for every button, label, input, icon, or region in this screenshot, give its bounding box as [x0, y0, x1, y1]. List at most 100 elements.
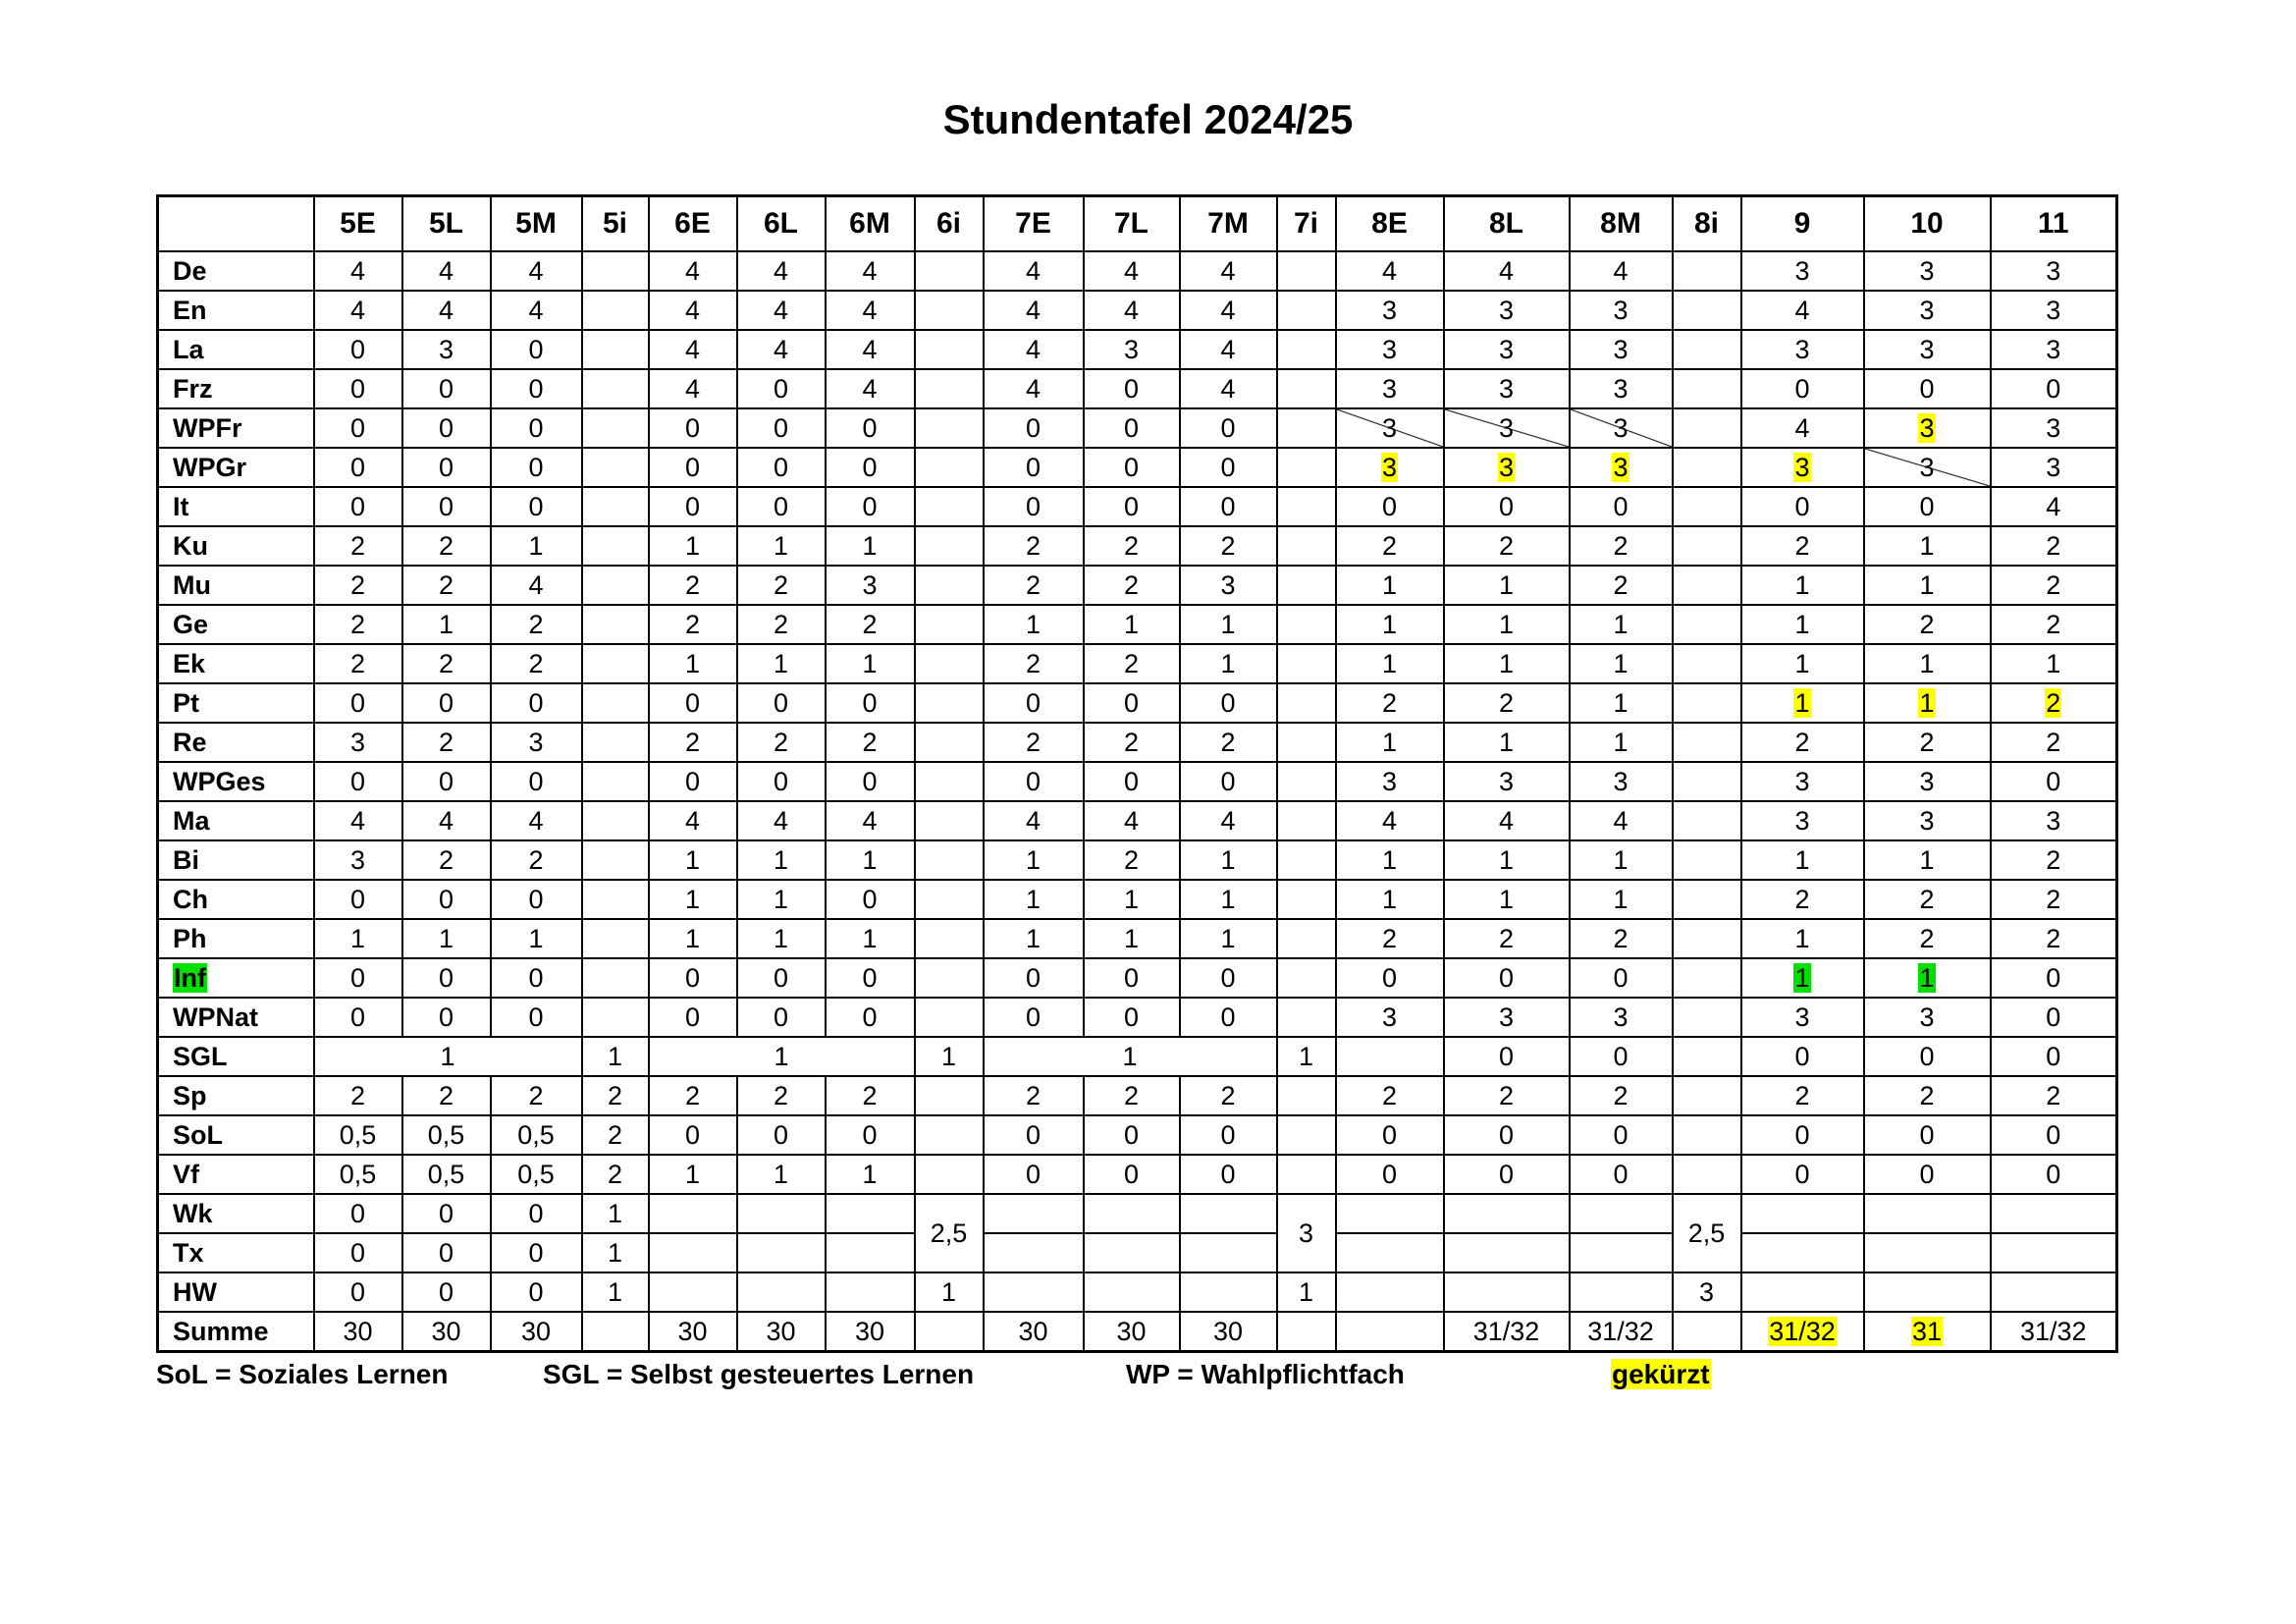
cell-value: 3 — [1612, 452, 1629, 482]
cell: 2 — [735, 722, 827, 763]
cell-value: 30 — [766, 1316, 796, 1346]
cell: 2 — [580, 1114, 650, 1156]
cell-value: 2 — [607, 1159, 623, 1189]
cell-value: 0 — [1220, 1159, 1236, 1189]
cell-value: 3 — [1918, 412, 1936, 443]
cell: 0 — [735, 957, 827, 999]
cell-value: 30 — [1116, 1316, 1147, 1346]
cell: 4 — [1442, 800, 1571, 841]
cell: 0 — [489, 879, 583, 920]
cell: 3 — [1442, 329, 1571, 370]
cell: 4 — [824, 329, 916, 370]
cell: 1 — [824, 839, 916, 881]
row-label-text: WPFr — [173, 412, 242, 443]
cell-value: 2 — [2046, 884, 2061, 914]
cell: 0 — [824, 997, 916, 1038]
table-row: WPFr 0 0 0 0 0 0 0 0 0 3 3 3 4 3 3 — [156, 407, 2118, 449]
cell: 4 — [1178, 368, 1278, 409]
cell: 2 — [1989, 604, 2118, 645]
cell-value: 0 — [684, 962, 701, 993]
cell-value: 0 — [684, 766, 701, 796]
cell — [580, 604, 650, 645]
cell: 4 — [735, 290, 827, 331]
cell-value: 2 — [1025, 648, 1041, 678]
cell — [1671, 839, 1742, 881]
cell-value: 0 — [528, 1198, 544, 1228]
cell: 1 — [1442, 722, 1571, 763]
cell: 0 — [1568, 1036, 1674, 1077]
cell — [580, 525, 650, 567]
cell — [580, 407, 650, 449]
cell-value: 1 — [862, 530, 878, 561]
cell: 0 — [1178, 1154, 1278, 1195]
cell-value: 0 — [1025, 766, 1041, 796]
cell: 0 — [400, 407, 492, 449]
cell-value: 1 — [1613, 609, 1629, 639]
cell — [913, 250, 985, 292]
cell-value: 3 — [349, 727, 366, 757]
cell: 2 — [312, 643, 403, 684]
cell: 3 — [1862, 761, 1992, 802]
cell — [913, 1075, 985, 1116]
cell-value: 2 — [1025, 530, 1041, 561]
column-header: 8M — [1568, 194, 1674, 252]
cell-value: 2 — [438, 844, 454, 875]
cell: 0 — [824, 682, 916, 724]
cell: 4 — [982, 368, 1085, 409]
cell: 2 — [489, 839, 583, 881]
cell: 0 — [824, 957, 916, 999]
cell-value: 0 — [862, 452, 878, 482]
cell-value: 2 — [684, 609, 701, 639]
cell — [1275, 407, 1337, 449]
cell: 0 — [1178, 997, 1278, 1038]
row-label: Summe — [156, 1311, 315, 1353]
cell-value: 0 — [1025, 1001, 1041, 1032]
cell-value: 1 — [773, 648, 789, 678]
cell — [1334, 1036, 1445, 1077]
cell-value: 1 — [1613, 727, 1629, 757]
cell: 0 — [400, 682, 492, 724]
cell-value: 1 — [438, 923, 454, 953]
cell-value: 0 — [1123, 687, 1140, 718]
cell-value: 0 — [528, 1001, 544, 1032]
cell-value: 2 — [528, 844, 544, 875]
cell: 4 — [1739, 407, 1865, 449]
cell: 4 — [1568, 250, 1674, 292]
cell: 31/32 — [1989, 1311, 2118, 1353]
cell — [913, 997, 985, 1038]
cell-value: 0 — [1919, 373, 1935, 404]
row-label: Bi — [156, 839, 315, 881]
table-row: Ph 1 1 1 1 1 1 1 1 1 2 2 2 1 2 2 — [156, 918, 2118, 959]
row-label: Vf — [156, 1154, 315, 1195]
row-label-text: SGL — [173, 1041, 228, 1071]
cell — [1275, 604, 1337, 645]
cell: 0 — [312, 1193, 403, 1234]
cell: 2,5 — [1671, 1193, 1742, 1273]
cell-value: 0 — [349, 1276, 366, 1307]
column-header: 6E — [647, 194, 738, 252]
cell-value: 0,5 — [339, 1119, 377, 1150]
cell: 3 — [1739, 997, 1865, 1038]
table-row: Re 3 2 3 2 2 2 2 2 2 1 1 1 2 2 2 — [156, 722, 2118, 763]
cell-value: 4 — [684, 295, 701, 325]
cell-value: 4 — [1794, 412, 1810, 443]
cell-value: 0 — [349, 884, 366, 914]
cell-value: 2 — [1498, 530, 1515, 561]
cell-value: 2 — [773, 609, 789, 639]
cell-value: 2 — [2046, 609, 2061, 639]
cell-value: 2 — [1794, 1080, 1810, 1110]
cell: 2 — [400, 1075, 492, 1116]
row-label-text: WPNat — [173, 1001, 258, 1032]
cell-value: 0 — [1613, 1119, 1629, 1150]
cell: 2 — [1989, 565, 2118, 606]
cell-value: 4 — [684, 334, 701, 364]
cell: 2 — [1862, 879, 1992, 920]
cell: 3 — [1442, 997, 1571, 1038]
cell — [913, 957, 985, 999]
cell — [1275, 722, 1337, 763]
cell-value: 2 — [349, 530, 366, 561]
cell: 3 — [1568, 447, 1674, 488]
cell-value: 0 — [773, 373, 789, 404]
cell-value: 2 — [2046, 569, 2061, 600]
cell: 2 — [1178, 525, 1278, 567]
